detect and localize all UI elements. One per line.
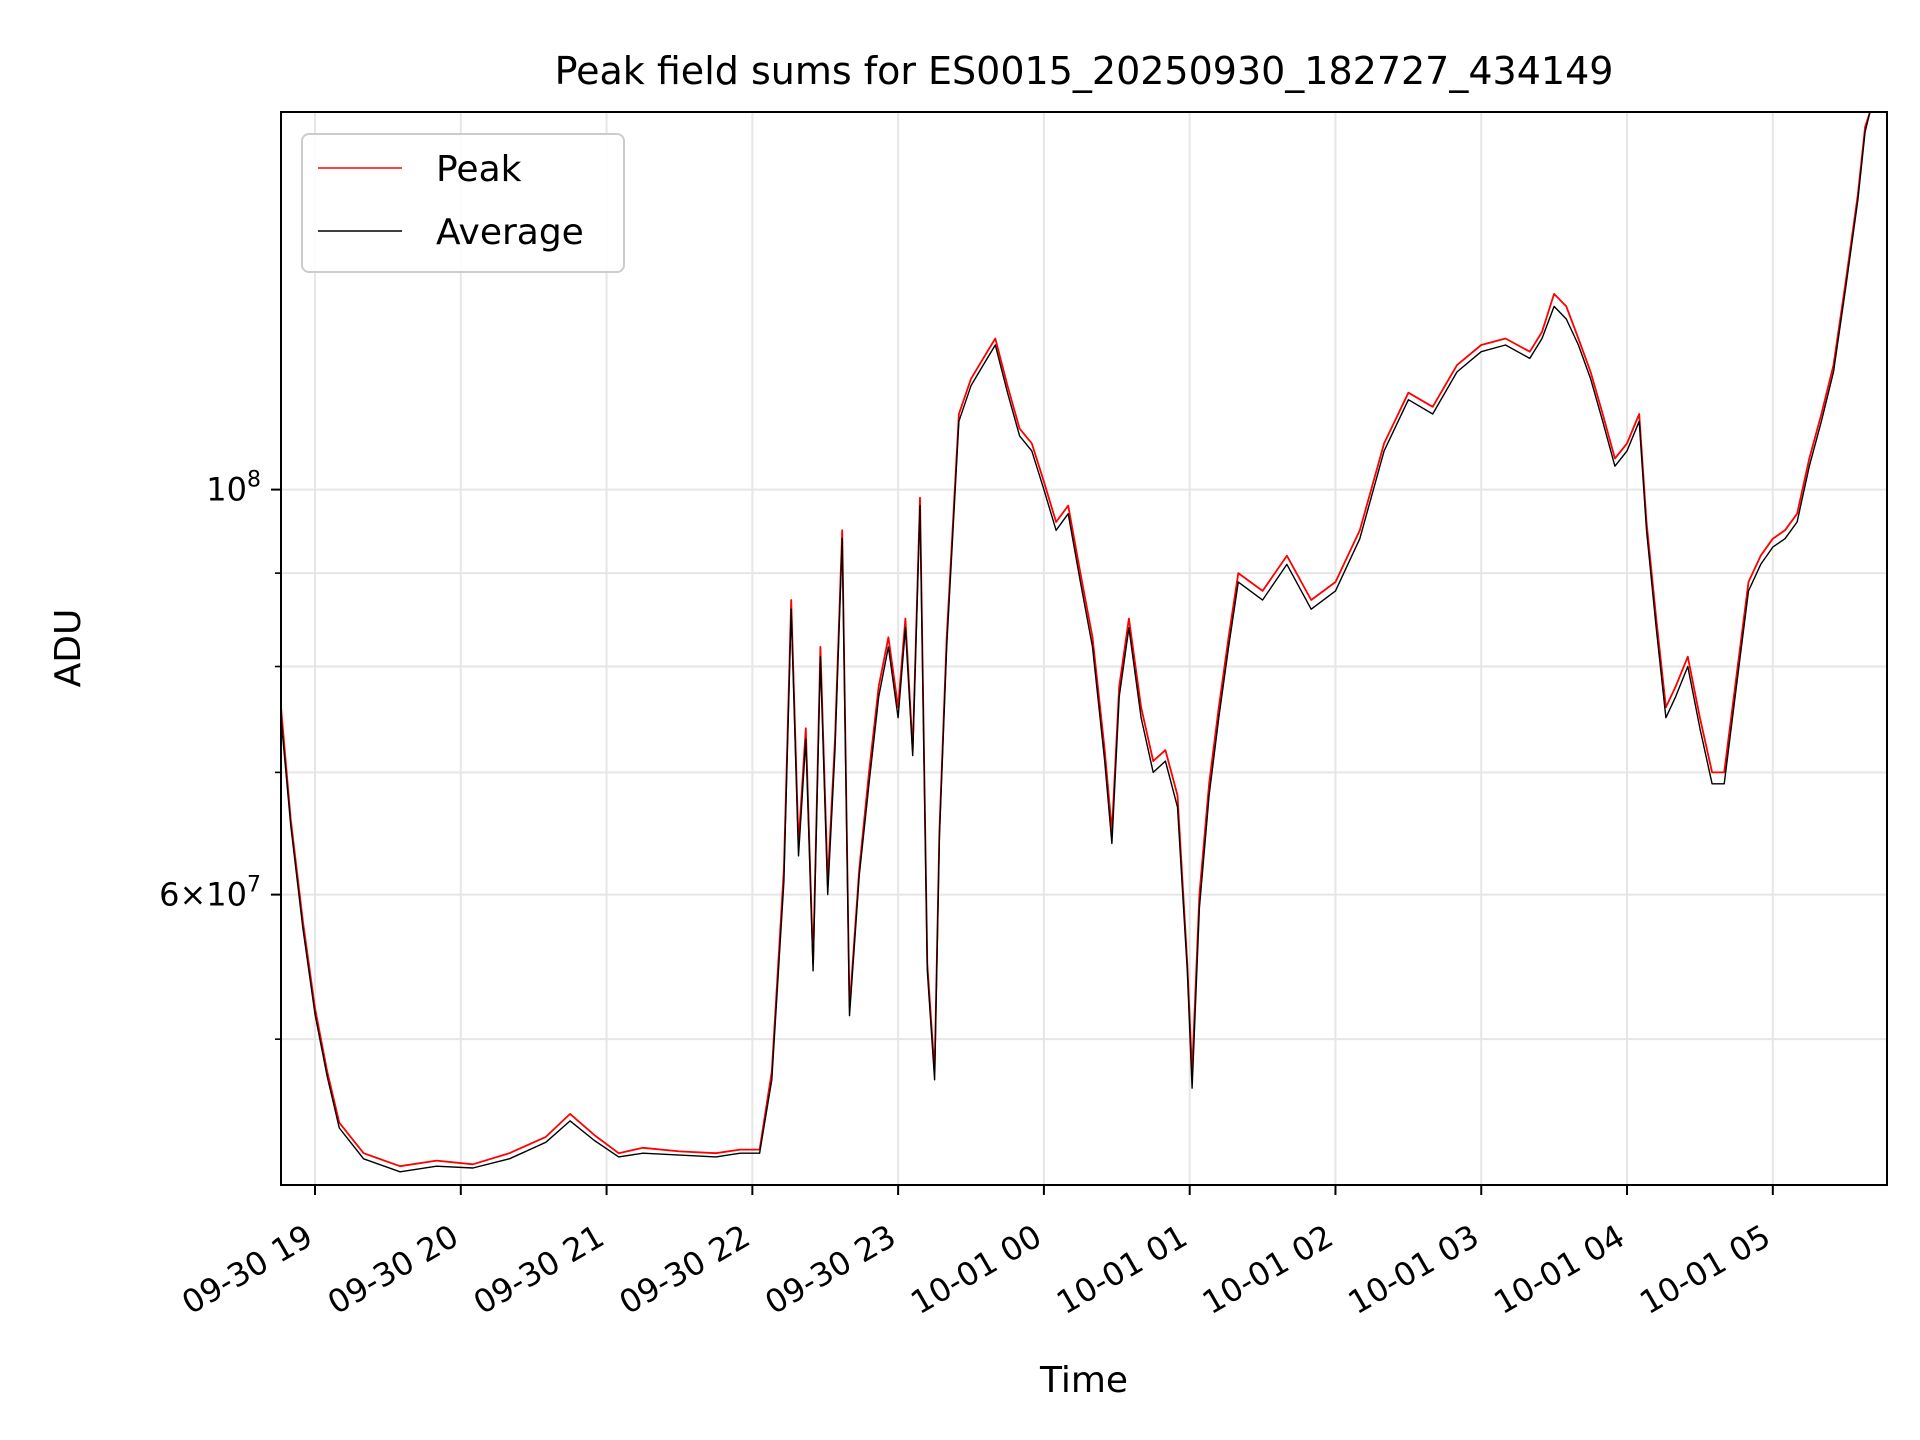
chart-title: Peak field sums for ES0015_20250930_1827… (555, 49, 1614, 93)
series-layer (280, 111, 1887, 1173)
series-line-average (280, 111, 1887, 1173)
legend: Peak Average (301, 133, 625, 273)
grid (281, 112, 1887, 1185)
x-axis-label: Time (1039, 1360, 1128, 1401)
plot-area-frame (280, 111, 1888, 1186)
y-tick-label: 108 (206, 468, 261, 509)
legend-label-peak: Peak (436, 149, 522, 190)
y-axis: 108 6×107 (159, 468, 281, 1040)
legend-label-average: Average (436, 212, 584, 253)
y-axis-label: ADU (48, 609, 89, 688)
y-tick-label: 6×107 (159, 873, 261, 914)
